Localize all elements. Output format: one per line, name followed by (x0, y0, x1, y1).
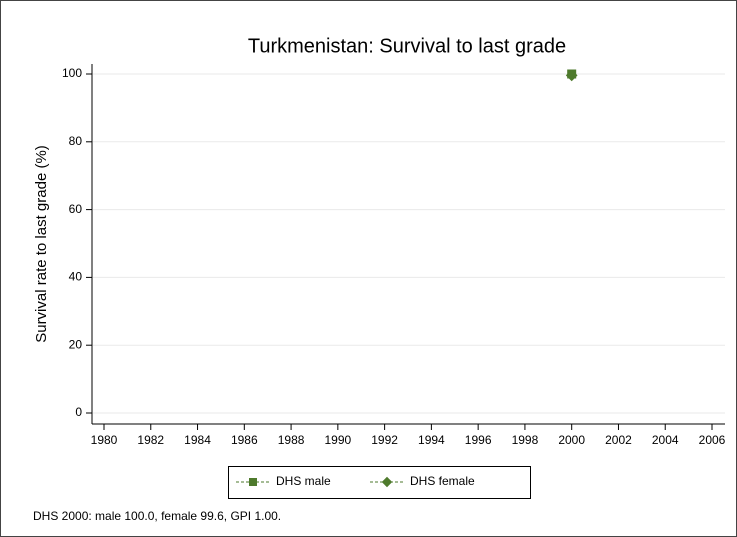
y-tick-label: 0 (75, 405, 82, 419)
x-tick-label: 1996 (465, 433, 492, 447)
x-tick-label: 1986 (231, 433, 258, 447)
x-tick-label: 1992 (371, 433, 398, 447)
x-tick-label: 2000 (558, 433, 585, 447)
x-tick-label: 1988 (278, 433, 305, 447)
marker (249, 478, 257, 486)
x-tick-label: 2002 (605, 433, 632, 447)
y-tick-label: 80 (69, 134, 83, 148)
y-tick-label: 20 (69, 337, 83, 351)
legend-box (228, 466, 531, 499)
x-tick-label: 1990 (324, 433, 351, 447)
x-tick-label: 1982 (137, 433, 164, 447)
x-tick-label: 1994 (418, 433, 445, 447)
x-tick-label: 1984 (184, 433, 211, 447)
x-tick-label: 1980 (91, 433, 118, 447)
x-tick-label: 2006 (699, 433, 726, 447)
chart-title: Turkmenistan: Survival to last grade (248, 35, 566, 57)
x-tick-label: 2004 (652, 433, 679, 447)
y-axis-label: Survival rate to last grade (%) (33, 145, 50, 343)
legend-label: DHS female (410, 474, 475, 488)
marker (565, 69, 578, 82)
y-tick-label: 40 (69, 270, 83, 284)
x-tick-label: 1998 (512, 433, 539, 447)
marker (381, 476, 393, 488)
y-tick-label: 100 (62, 66, 82, 80)
note: DHS 2000: male 100.0, female 99.6, GPI 1… (33, 509, 281, 523)
y-tick-label: 60 (69, 202, 83, 216)
legend-label: DHS male (276, 474, 331, 488)
